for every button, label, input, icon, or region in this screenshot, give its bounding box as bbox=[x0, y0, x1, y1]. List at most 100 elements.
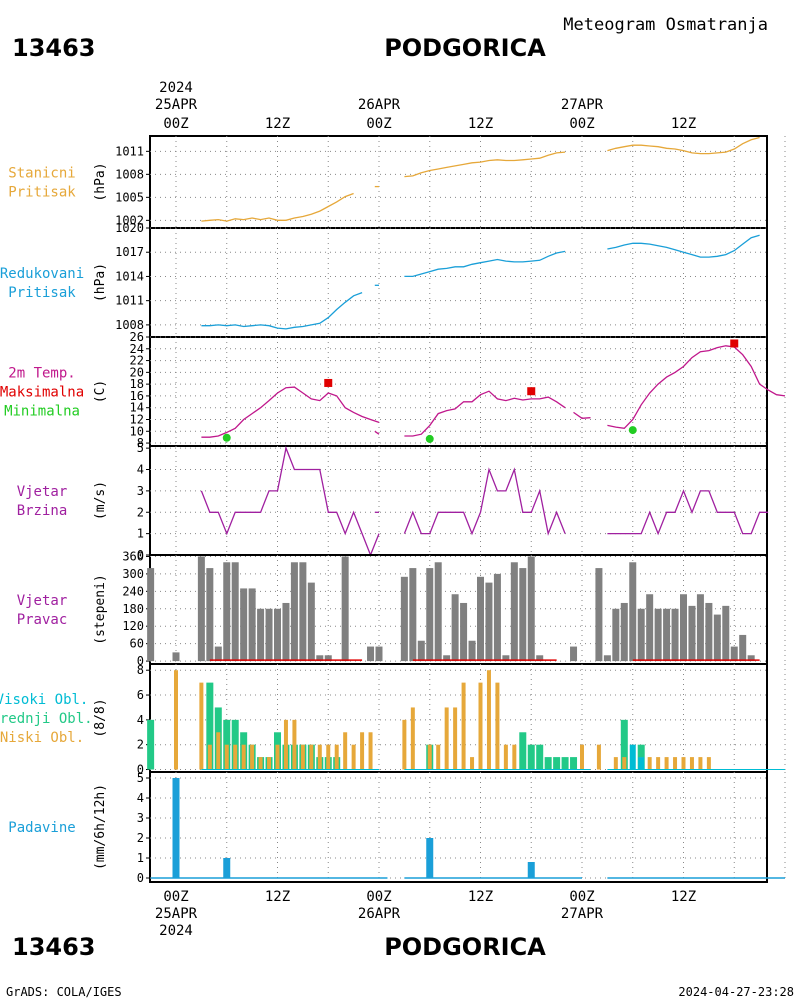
y-tick-label: 240 bbox=[122, 584, 144, 598]
wind-dir-bar bbox=[206, 568, 214, 662]
low-cloud-bar bbox=[698, 757, 703, 770]
low-cloud-bar bbox=[436, 744, 441, 770]
low-cloud-bar bbox=[596, 744, 601, 770]
y-tick-label: 2 bbox=[137, 831, 144, 845]
y-tick-label: 1 bbox=[137, 527, 144, 541]
panel-frame-1 bbox=[149, 227, 768, 338]
high-cloud-bar bbox=[629, 744, 636, 770]
mid-cloud-bar bbox=[147, 719, 155, 770]
y-tick-label: 16 bbox=[130, 389, 144, 403]
low-cloud-bar bbox=[258, 757, 263, 770]
panel-label: Redukovani bbox=[0, 266, 84, 282]
low-cloud-bar bbox=[216, 732, 221, 770]
mid-cloud-bar bbox=[544, 757, 552, 770]
y-tick-label: 0 bbox=[137, 763, 144, 777]
max-temp-marker bbox=[730, 339, 739, 348]
bottom-time-label: 12Z bbox=[671, 889, 696, 905]
precip-bar bbox=[527, 862, 535, 878]
panel-frame-6 bbox=[149, 771, 768, 883]
low-cloud-bar bbox=[267, 757, 272, 770]
y-tick-label: 14 bbox=[130, 401, 144, 415]
station-id-top: 13463 bbox=[12, 34, 96, 62]
wind-dir-bar bbox=[663, 608, 671, 662]
series-line bbox=[201, 192, 354, 222]
low-cloud-bar bbox=[410, 707, 415, 770]
series-line bbox=[404, 250, 566, 278]
low-cloud-bar bbox=[199, 682, 204, 770]
low-cloud-bar bbox=[656, 757, 661, 770]
precip-bar bbox=[172, 778, 180, 878]
panel-label: Vjetar bbox=[17, 484, 68, 500]
mid-cloud-bar bbox=[637, 744, 645, 770]
station-id-bottom: 13463 bbox=[12, 933, 96, 961]
top-time-label: 26APR bbox=[358, 97, 401, 113]
wind-dir-bar bbox=[477, 576, 484, 662]
low-cloud-bar bbox=[334, 744, 339, 770]
wind-dir-bar bbox=[409, 568, 417, 662]
wind-dir-bar bbox=[172, 652, 180, 662]
low-cloud-bar bbox=[681, 757, 686, 770]
wind-dir-bar bbox=[214, 646, 222, 662]
series-line bbox=[607, 345, 786, 429]
y-tick-label: 8 bbox=[137, 436, 144, 450]
low-cloud-bar bbox=[664, 757, 669, 770]
y-tick-label: 60 bbox=[130, 637, 144, 651]
wind-dir-bar bbox=[510, 562, 518, 662]
wind-dir-bar bbox=[696, 594, 704, 662]
y-tick-label: 300 bbox=[122, 567, 144, 581]
wind-dir-bar bbox=[451, 594, 459, 662]
wind-dir-bar bbox=[434, 562, 442, 662]
bottom-time-label: 26APR bbox=[358, 906, 401, 922]
low-cloud-bar bbox=[580, 744, 584, 770]
y-axis-label: (stepeni) bbox=[93, 574, 108, 644]
wind-dir-bar bbox=[240, 588, 248, 662]
wind-dir-bar bbox=[443, 655, 451, 662]
y-tick-label: 180 bbox=[122, 602, 144, 616]
y-tick-label: 1011 bbox=[115, 144, 144, 158]
mid-cloud-bar bbox=[561, 757, 569, 770]
y-tick-label: 1005 bbox=[115, 190, 144, 204]
low-cloud-bar bbox=[360, 732, 365, 770]
wind-dir-bar bbox=[502, 655, 510, 662]
precip-bar bbox=[426, 838, 434, 878]
series-line bbox=[607, 489, 769, 536]
mid-cloud-bar bbox=[570, 757, 578, 770]
wind-dir-bar bbox=[367, 646, 375, 662]
top-year-label: 2024 bbox=[159, 80, 193, 96]
wind-dir-bar bbox=[231, 562, 239, 662]
chart-title: Meteogram Osmatranja bbox=[563, 15, 768, 35]
bottom-time-label: 00Z bbox=[366, 889, 391, 905]
y-tick-label: 22 bbox=[130, 354, 144, 368]
top-time-label: 12Z bbox=[468, 116, 493, 132]
low-cloud-bar bbox=[673, 757, 678, 770]
top-time-label: 27APR bbox=[561, 97, 604, 113]
y-axis-label: (hPa) bbox=[93, 162, 108, 201]
low-cloud-bar bbox=[689, 757, 694, 770]
y-tick-label: 3 bbox=[137, 484, 144, 498]
panel-label: Visoki Obl. bbox=[0, 692, 88, 708]
low-cloud-bar bbox=[233, 744, 238, 770]
series-line bbox=[607, 234, 760, 258]
timestamp-text: 2024-04-27-23:28 bbox=[678, 985, 794, 999]
series-line bbox=[404, 390, 566, 437]
wind-dir-bar bbox=[290, 562, 298, 662]
low-cloud-bar bbox=[368, 732, 373, 770]
top-time-label: 00Z bbox=[163, 116, 188, 132]
station-name-top: PODGORICA bbox=[384, 34, 546, 62]
low-cloud-bar bbox=[613, 757, 618, 770]
bottom-time-label: 27APR bbox=[561, 906, 604, 922]
panel-label: Maksimalna bbox=[0, 385, 84, 401]
mid-cloud-bar bbox=[536, 744, 544, 770]
wind-dir-bar bbox=[460, 602, 468, 662]
wind-dir-bar bbox=[654, 608, 662, 662]
wind-dir-bar bbox=[248, 588, 256, 662]
series-line bbox=[200, 445, 380, 557]
y-tick-label: 1002 bbox=[115, 213, 144, 227]
low-cloud-bar bbox=[444, 707, 449, 770]
top-time-label: 12Z bbox=[671, 116, 696, 132]
top-time-label: 00Z bbox=[569, 116, 594, 132]
wind-dir-bar bbox=[265, 608, 273, 662]
low-cloud-bar bbox=[706, 757, 711, 770]
y-tick-label: 2 bbox=[137, 505, 144, 519]
panel-label: Pravac bbox=[17, 612, 68, 628]
